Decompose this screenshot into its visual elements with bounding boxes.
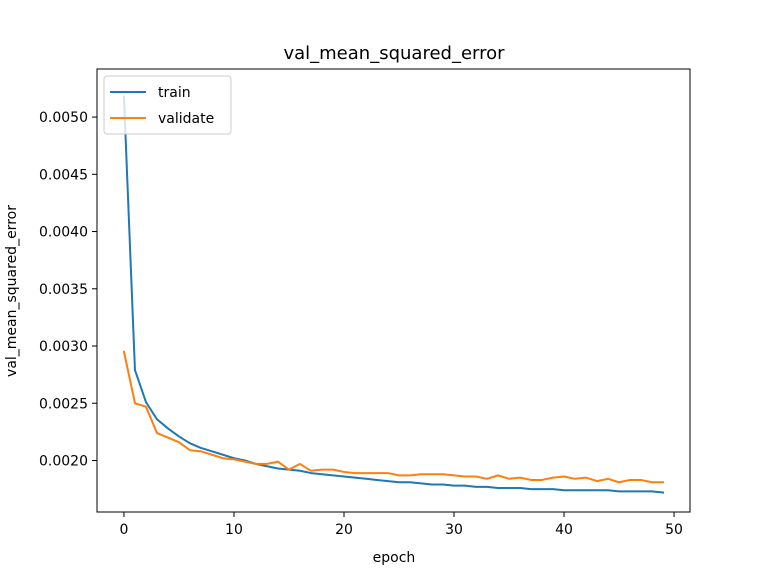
y-tick-label: 0.0025 [39,396,88,412]
series-line-train [122,95,665,494]
plot-lines [122,95,665,494]
y-axis-ticks: 0.0020 0.0025 0.0030 0.0035 0.0040 0.0045 0.00… [39,110,97,469]
x-axis-label: epoch [373,550,416,566]
x-tick-label: 0 [119,522,128,538]
y-axis-label: val_mean_squared_error [4,205,20,377]
legend-box [103,75,232,135]
x-tick-label: 50 [665,522,683,538]
y-tick-label: 0.0050 [39,110,88,126]
legend-label-train: train [158,85,191,101]
x-tick-label: 40 [555,522,573,538]
y-tick-label: 0.0030 [39,339,88,355]
x-tick-label: 30 [445,522,463,538]
legend-label-validate: validate [158,111,214,127]
axes-frame [96,68,691,513]
y-tick-label: 0.0035 [39,282,88,298]
y-tick-label: 0.0045 [39,167,88,183]
x-tick-label: 20 [335,522,353,538]
legend: train validate [103,75,232,135]
y-tick-label: 0.0020 [39,453,88,469]
x-tick-label: 10 [225,522,243,538]
chart-title: val_mean_squared_error [283,43,505,64]
x-axis-ticks: 0 10 20 30 40 50 [119,512,683,538]
y-tick-label: 0.0040 [39,225,88,241]
series-line-validate [122,350,665,484]
